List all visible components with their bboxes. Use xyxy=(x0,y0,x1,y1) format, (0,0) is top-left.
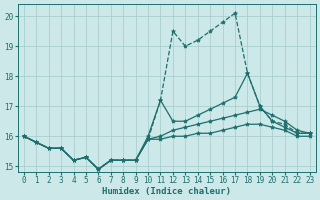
X-axis label: Humidex (Indice chaleur): Humidex (Indice chaleur) xyxy=(102,187,231,196)
